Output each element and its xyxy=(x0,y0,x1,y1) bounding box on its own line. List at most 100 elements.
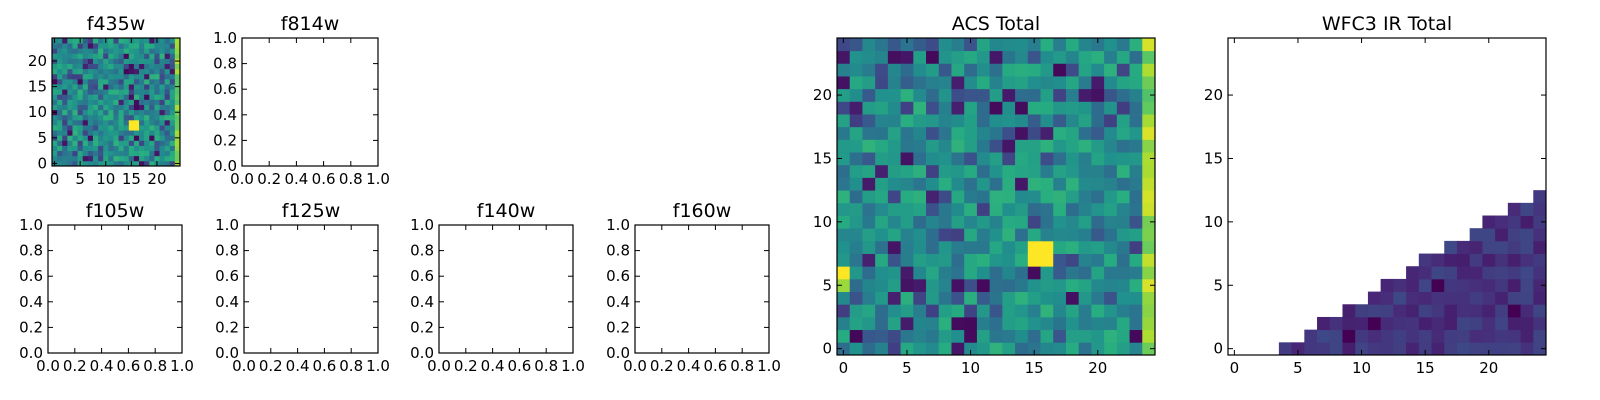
x-tick-label: 0.0 xyxy=(427,357,451,375)
heatmap-cell xyxy=(113,58,119,64)
heatmap-cell xyxy=(1027,316,1041,331)
heatmap-cell xyxy=(159,160,166,167)
heatmap-cell xyxy=(52,119,58,126)
heatmap-cell xyxy=(118,89,125,95)
heatmap-cell xyxy=(144,145,150,152)
heatmap-cell xyxy=(938,329,952,343)
heatmap-cell xyxy=(1091,63,1105,77)
heatmap-cell xyxy=(118,140,125,146)
heatmap-cell xyxy=(128,53,135,59)
heatmap-cell xyxy=(67,104,73,111)
heatmap-cell xyxy=(159,99,166,105)
heatmap-cell xyxy=(82,109,89,116)
heatmap-cell xyxy=(169,53,176,59)
heatmap-cell xyxy=(1495,215,1509,229)
y-tick-label: 5 xyxy=(1213,276,1223,294)
heatmap-cell xyxy=(57,43,63,49)
heatmap-cell xyxy=(164,78,171,85)
heatmap-cell xyxy=(1116,329,1130,343)
heatmap-cell xyxy=(887,316,901,331)
heatmap-cell xyxy=(1406,329,1420,343)
heatmap-cell xyxy=(123,84,130,90)
y-tick-label: 0.8 xyxy=(606,242,630,260)
heatmap-cell xyxy=(67,73,73,80)
heatmap-cell xyxy=(837,38,851,52)
heatmap-cell xyxy=(149,130,155,136)
heatmap-cell xyxy=(149,84,155,90)
heatmap-cell xyxy=(164,94,171,100)
heatmap-cell xyxy=(169,94,176,100)
heatmap-cell xyxy=(900,126,914,140)
heatmap-cell xyxy=(1116,240,1130,254)
x-tick-label: 1.0 xyxy=(366,170,390,188)
heatmap-cell xyxy=(82,135,89,141)
heatmap-cell xyxy=(123,99,130,105)
heatmap-cell xyxy=(1002,202,1016,216)
heatmap-cell xyxy=(938,228,952,242)
heatmap-cell xyxy=(77,114,84,121)
heatmap-cell xyxy=(82,145,89,152)
heatmap-cell xyxy=(154,150,160,157)
x-tick-label: 20 xyxy=(1479,359,1498,377)
heatmap-cell xyxy=(103,114,109,121)
heatmap-cell xyxy=(1002,101,1016,115)
heatmap-cell xyxy=(133,160,140,167)
heatmap-cell xyxy=(108,89,114,95)
heatmap-cell xyxy=(1482,304,1496,318)
heatmap-cell xyxy=(862,291,876,305)
heatmap-cell xyxy=(133,48,140,54)
heatmap-cell xyxy=(144,73,150,80)
heatmap-cell xyxy=(989,240,1003,254)
heatmap-cell xyxy=(1065,291,1080,305)
heatmap-cell xyxy=(900,253,914,267)
heatmap-cell xyxy=(164,58,171,64)
heatmap-cell xyxy=(103,58,109,64)
heatmap-cell xyxy=(133,94,140,100)
heatmap-cell xyxy=(913,63,927,77)
heatmap-cell xyxy=(1040,304,1054,318)
heatmap-cell xyxy=(72,135,78,141)
heatmap-cell xyxy=(149,63,155,70)
heatmap-cell xyxy=(837,253,851,267)
heatmap-cell xyxy=(900,342,914,356)
heatmap-cell xyxy=(1456,291,1471,305)
heatmap-cell xyxy=(123,43,130,49)
heatmap-cell xyxy=(133,135,140,141)
heatmap-cell xyxy=(1091,253,1105,267)
heatmap-cell xyxy=(1469,329,1483,343)
heatmap-cell xyxy=(57,68,63,75)
heatmap-cell xyxy=(108,63,114,70)
heatmap-cell xyxy=(144,63,150,70)
heatmap-cell xyxy=(1533,278,1547,292)
x-tick-label: 0.6 xyxy=(703,357,727,375)
heatmap-cell xyxy=(154,155,160,162)
heatmap-cell xyxy=(951,215,965,229)
heatmap-cell xyxy=(1129,114,1143,128)
heatmap-cell xyxy=(139,43,145,49)
heatmap-cell xyxy=(913,202,927,216)
heatmap-cell xyxy=(837,88,851,102)
heatmap-cell xyxy=(875,114,889,128)
y-tick-label: 0.0 xyxy=(19,344,43,362)
heatmap-cell xyxy=(72,89,78,95)
heatmap-cell xyxy=(174,104,181,111)
heatmap-cell xyxy=(159,43,166,49)
heatmap-cell xyxy=(103,84,109,90)
heatmap-cell xyxy=(862,329,876,343)
heatmap-cell xyxy=(875,202,889,216)
heatmap-cell xyxy=(926,50,940,64)
heatmap-cell xyxy=(989,126,1003,140)
heatmap-cell xyxy=(1040,190,1054,204)
x-tick-label: 0.8 xyxy=(339,357,363,375)
y-tick-label: 1.0 xyxy=(606,216,630,234)
x-tick-label: 0.4 xyxy=(286,357,310,375)
x-tick-label: 15 xyxy=(122,170,141,188)
heatmap-cell xyxy=(913,152,927,166)
heatmap-cell xyxy=(1129,316,1143,331)
heatmap-cell xyxy=(900,177,914,191)
heatmap-cell xyxy=(989,139,1003,153)
heatmap-cell xyxy=(57,119,63,126)
heatmap-cell xyxy=(52,73,58,80)
x-tick-label: 0.4 xyxy=(481,357,505,375)
heatmap-cell xyxy=(1418,278,1432,292)
